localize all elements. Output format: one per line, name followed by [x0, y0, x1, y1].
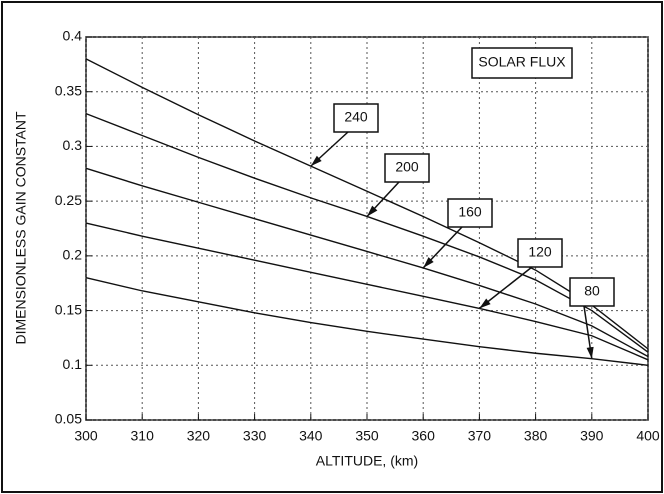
- series-line: [85, 277, 649, 366]
- series-label-box: [517, 238, 563, 268]
- y-tick-label: 0.1: [63, 356, 83, 372]
- x-axis-label: ALTITUDE, (km): [316, 453, 418, 469]
- y-tick-label: 0.25: [55, 192, 82, 208]
- x-tick-label: 370: [468, 428, 492, 444]
- y-tick-label: 0.4: [63, 28, 83, 44]
- arrow-head: [310, 155, 322, 167]
- series-label-box: [333, 103, 379, 133]
- x-tick-label: 380: [524, 428, 548, 444]
- legend-box: [471, 47, 573, 79]
- y-tick-label: 0.05: [55, 411, 82, 427]
- arrow-head: [586, 346, 594, 359]
- y-tick-label: 0.3: [63, 137, 83, 153]
- series-line: [85, 222, 649, 361]
- series-label-box: [384, 153, 430, 183]
- x-tick-label: 340: [299, 428, 323, 444]
- series-line: [85, 167, 649, 358]
- series-label: 240: [344, 109, 368, 125]
- x-tick-label: 400: [636, 428, 660, 444]
- x-tick-label: 300: [74, 428, 98, 444]
- legend-title: SOLAR FLUX: [478, 54, 566, 70]
- series-label: 120: [528, 244, 552, 260]
- arrow-head: [479, 298, 491, 309]
- x-tick-label: 320: [187, 428, 211, 444]
- y-tick-label: 0.15: [55, 301, 82, 317]
- x-tick-label: 390: [580, 428, 604, 444]
- series-label-box: [447, 198, 493, 228]
- x-tick-label: 350: [355, 428, 379, 444]
- series-label: 160: [458, 204, 482, 220]
- arrow-head: [423, 257, 434, 268]
- y-tick-label: 0.2: [63, 247, 83, 263]
- x-tick-label: 360: [412, 428, 436, 444]
- series-label: 200: [395, 159, 419, 175]
- x-tick-label: 310: [131, 428, 155, 444]
- series-label-box: [569, 277, 615, 307]
- series-label: 80: [584, 283, 600, 299]
- series-line: [85, 112, 649, 353]
- y-axis-label: DIMENSIONLESS GAIN CONSTANT: [13, 111, 29, 345]
- arrow-head: [367, 205, 378, 217]
- x-tick-label: 330: [243, 428, 267, 444]
- series-line: [85, 58, 649, 350]
- y-tick-label: 0.35: [55, 82, 82, 98]
